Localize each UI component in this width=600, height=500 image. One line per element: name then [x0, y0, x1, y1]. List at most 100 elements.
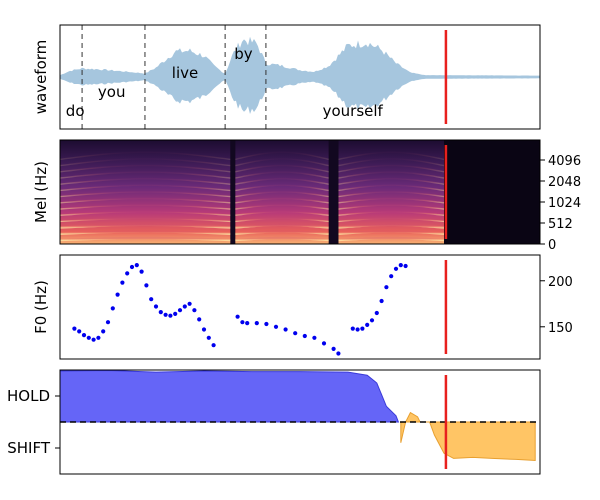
f0-point: [134, 263, 139, 268]
f0-point: [403, 263, 408, 269]
spectrogram-harmonic: [338, 217, 445, 223]
f0-point: [72, 326, 77, 331]
f0-point: [187, 301, 192, 306]
spectrogram-harmonic: [235, 204, 329, 210]
f0-point: [173, 311, 178, 316]
f0-point: [139, 269, 144, 274]
f0-point: [365, 322, 370, 327]
f0-plot: [72, 260, 448, 356]
spectrogram-harmonic: [235, 151, 329, 161]
hold-label: HOLD: [7, 387, 50, 405]
f0-point: [374, 310, 379, 316]
turn-panel: HOLD SHIFT: [7, 369, 541, 475]
f0-point: [350, 326, 355, 331]
f0-point: [144, 283, 149, 288]
spectrogram-harmonic: [235, 210, 329, 216]
spectrogram-harmonic: [60, 223, 231, 229]
f0-point: [81, 333, 87, 338]
f0-point: [369, 318, 375, 323]
f0-point: [201, 327, 207, 332]
f0-point: [105, 320, 111, 325]
f0-point: [86, 335, 91, 340]
turn-plot: [60, 370, 540, 469]
spectrogram-harmonic: [235, 230, 329, 235]
f0-point: [398, 263, 403, 268]
waveform-signal: [60, 36, 540, 114]
spectrogram-harmonic: [338, 191, 445, 198]
spectrogram-harmonic: [235, 223, 329, 229]
f0-point: [149, 297, 154, 302]
f0-point: [355, 327, 360, 332]
f0-point: [273, 324, 279, 329]
spectrogram-harmonic: [338, 177, 445, 185]
spectrogram-harmonic: [60, 164, 231, 173]
f0-point: [91, 337, 96, 342]
f0-point: [393, 266, 399, 271]
f0-point: [211, 343, 216, 348]
spectrogram-image: [60, 140, 540, 244]
hold-area: [60, 370, 400, 423]
spectrogram-harmonic: [338, 164, 445, 173]
f0-point: [302, 333, 307, 339]
spectrogram-harmonic: [60, 204, 231, 210]
spectrogram-harmonic: [338, 158, 445, 167]
f0-ylabel: F0 (Hz): [32, 280, 50, 334]
waveform-plot: [60, 25, 540, 129]
spectrogram-harmonic: [338, 230, 445, 235]
spectrogram-harmonic: [235, 164, 329, 173]
spectrogram-tick-label: 2048: [548, 175, 581, 190]
f0-point: [182, 304, 187, 309]
spectrogram-harmonic: [338, 197, 445, 204]
spectrogram-harmonic: [235, 236, 329, 242]
f0-point: [177, 308, 183, 313]
spectrogram-harmonic: [338, 184, 445, 192]
f0-tick-label: 150: [548, 321, 573, 336]
spectrogram-gap: [328, 140, 339, 244]
f0-point: [235, 314, 240, 319]
shift-label: SHIFT: [7, 439, 51, 457]
spectrogram-harmonic: [60, 158, 231, 167]
spectrogram-harmonic: [60, 151, 231, 161]
turn-frame: [59, 369, 541, 475]
f0-point: [379, 298, 384, 304]
f0-point: [331, 346, 336, 351]
f0-point: [96, 335, 101, 340]
f0-point: [158, 310, 163, 315]
word-label-live: live: [172, 64, 198, 82]
f0-point: [360, 326, 365, 331]
f0-point: [321, 341, 327, 346]
spectrogram-harmonic: [235, 184, 329, 192]
spectrogram-harmonic: [60, 217, 231, 223]
f0-point: [312, 335, 317, 340]
f0-point: [110, 306, 115, 311]
spectrogram-harmonic: [235, 191, 329, 198]
f0-point: [254, 321, 259, 326]
f0-point: [197, 317, 202, 322]
f0-frame: [59, 254, 541, 360]
spectrogram-harmonic: [235, 177, 329, 185]
spectrogram-harmonic: [60, 230, 231, 235]
f0-point: [163, 312, 168, 317]
spectrogram-harmonic: [338, 223, 445, 229]
spectrogram-harmonic: [235, 158, 329, 167]
spectrogram-harmonic: [338, 171, 445, 179]
spectrogram-harmonic: [235, 197, 329, 204]
spectrogram-harmonic: [60, 210, 231, 216]
f0-point: [283, 327, 288, 332]
word-label-yourself: yourself: [323, 102, 384, 120]
word-label-by: by: [234, 45, 253, 63]
f0-point: [264, 321, 269, 327]
spectrogram-harmonic: [60, 184, 231, 192]
f0-point: [206, 335, 211, 340]
f0-point: [192, 308, 197, 313]
spectrogram-harmonic: [60, 191, 231, 198]
f0-point: [384, 285, 389, 290]
f0-point: [120, 280, 125, 285]
f0-point: [240, 320, 245, 325]
waveform-panel: waveform do you live by yourself: [32, 24, 541, 130]
shift-area: [400, 411, 536, 462]
f0-point: [101, 329, 106, 334]
f0-point: [389, 274, 394, 279]
f0-point: [77, 329, 82, 334]
f0-point: [293, 331, 298, 336]
